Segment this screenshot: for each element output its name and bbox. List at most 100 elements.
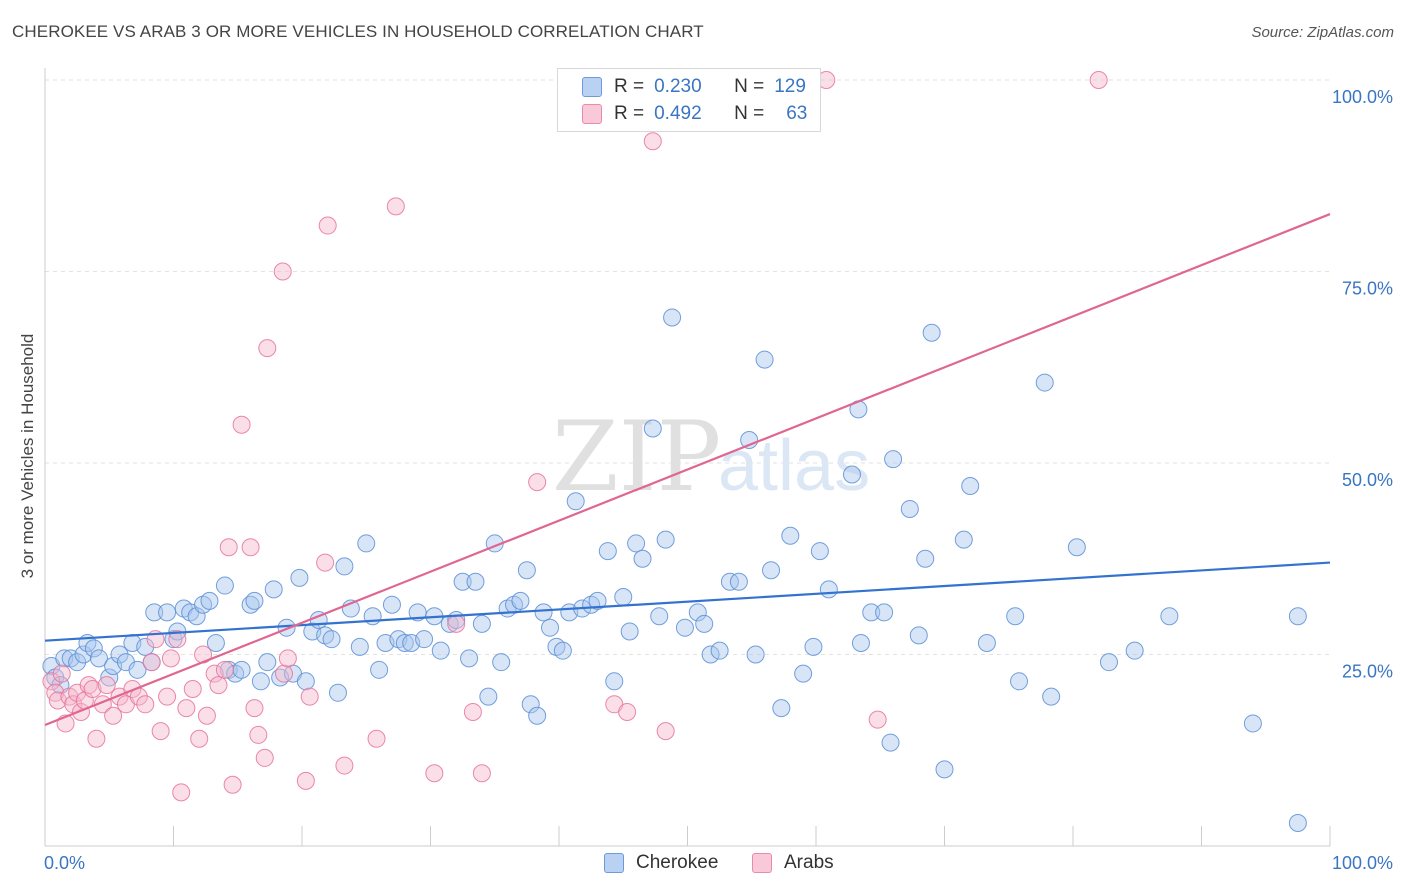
cherokee-point	[335, 557, 354, 576]
cherokee-point	[215, 576, 234, 595]
cherokee-point	[900, 499, 919, 518]
bottom-legend-arabs: Arabs	[752, 852, 834, 874]
legend-n-label: N =	[734, 103, 765, 124]
cherokee-point	[643, 419, 662, 438]
cherokee-point	[187, 607, 206, 626]
arabs-point	[205, 664, 224, 683]
arabs-point	[158, 687, 177, 706]
cherokee-point	[935, 760, 954, 779]
arabs-point	[447, 614, 466, 633]
arabs-swatch-icon	[582, 104, 602, 124]
gridlines	[45, 79, 1330, 655]
bottom-legend-arabs-label: Arabs	[784, 852, 834, 873]
arabs-legend-icon	[752, 853, 772, 873]
cherokee-point	[290, 568, 309, 587]
cherokee-point	[650, 607, 669, 626]
arabs-point	[71, 702, 90, 721]
cherokee-point	[136, 637, 155, 656]
cherokee-point	[772, 699, 791, 718]
cherokee-point	[431, 641, 450, 660]
cherokee-point	[884, 450, 903, 469]
cherokee-point	[875, 603, 894, 622]
cherokee-point	[961, 476, 980, 495]
arabs-point	[142, 653, 161, 672]
cherokee-point	[755, 350, 774, 369]
cherokee-point	[357, 534, 376, 553]
cherokee-point	[746, 645, 765, 664]
cherokee-point	[128, 660, 147, 679]
cherokee-point	[466, 572, 485, 591]
cherokee-point	[479, 687, 498, 706]
chart-title: CHEROKEE VS ARAB 3 OR MORE VEHICLES IN H…	[12, 22, 704, 41]
cherokee-point	[605, 672, 624, 691]
cherokee-point	[633, 549, 652, 568]
cherokee-point	[781, 526, 800, 545]
cherokee-point	[158, 603, 177, 622]
arabs-point	[52, 664, 71, 683]
cherokee-point	[258, 653, 277, 672]
cherokee-point	[819, 580, 838, 599]
cherokee-point	[84, 639, 103, 658]
arabs-point	[168, 630, 187, 649]
cherokee-point	[804, 637, 823, 656]
y-tick-label: 25.0%	[1342, 662, 1393, 682]
arabs-point	[258, 339, 277, 358]
cherokee-point	[511, 591, 530, 610]
arabs-point	[223, 775, 242, 794]
arabs-point	[48, 691, 67, 710]
arabs-point	[656, 722, 675, 741]
cherokee-point	[627, 534, 646, 553]
cherokee-point	[89, 649, 108, 668]
cherokee-point	[954, 530, 973, 549]
arabs-point	[868, 710, 887, 729]
cherokee-point	[408, 603, 427, 622]
cherokee-point	[553, 641, 572, 660]
cherokee-point	[1067, 538, 1086, 557]
cherokee-point	[1035, 373, 1054, 392]
arabs-point	[643, 132, 662, 151]
arabs-point	[528, 473, 547, 492]
cherokee-point	[251, 672, 270, 691]
arabs-point	[172, 783, 191, 802]
arabs-point	[42, 672, 61, 691]
arabs-point	[273, 262, 292, 281]
cherokee-point	[842, 465, 861, 484]
arabs-point	[215, 660, 234, 679]
cherokee-point	[382, 595, 401, 614]
cherokee-point	[710, 641, 729, 660]
cherokee-point	[74, 645, 93, 664]
arabs-point	[255, 748, 274, 767]
cherokee-point	[620, 622, 639, 641]
cherokee-point	[1006, 607, 1025, 626]
cherokee-point	[110, 645, 129, 664]
cherokee-point	[922, 323, 941, 342]
arabs-trend-line	[44, 213, 1331, 726]
arabs-point	[249, 725, 268, 744]
cherokee-point	[810, 542, 829, 561]
legend-r-value: 0.492	[654, 103, 702, 124]
cherokee-point	[370, 660, 389, 679]
y-tick-label: 50.0%	[1342, 470, 1393, 490]
legend-r-label: R =	[614, 76, 645, 97]
cherokee-point	[472, 614, 491, 633]
arabs-point	[275, 664, 294, 683]
legend-r-value: 0.230	[654, 76, 702, 97]
arabs-point	[278, 649, 297, 668]
arabs-point	[245, 699, 264, 718]
cherokee-legend-icon	[604, 853, 624, 873]
cherokee-point	[206, 634, 225, 653]
arabs-point	[83, 679, 102, 698]
y-tick-label: 75.0%	[1342, 279, 1393, 299]
arabs-point	[151, 722, 170, 741]
arabs-point	[367, 729, 386, 748]
series-arabs	[42, 71, 1108, 802]
cherokee-point	[264, 580, 283, 599]
bottom-legend-cherokee: Cherokee	[604, 852, 718, 874]
cherokee-point	[675, 618, 694, 637]
cherokee-point	[322, 630, 341, 649]
cherokee-point	[916, 549, 935, 568]
arabs-point	[425, 764, 444, 783]
x-tick-label-end: 100.0%	[1332, 853, 1393, 873]
cherokee-point	[1160, 607, 1179, 626]
